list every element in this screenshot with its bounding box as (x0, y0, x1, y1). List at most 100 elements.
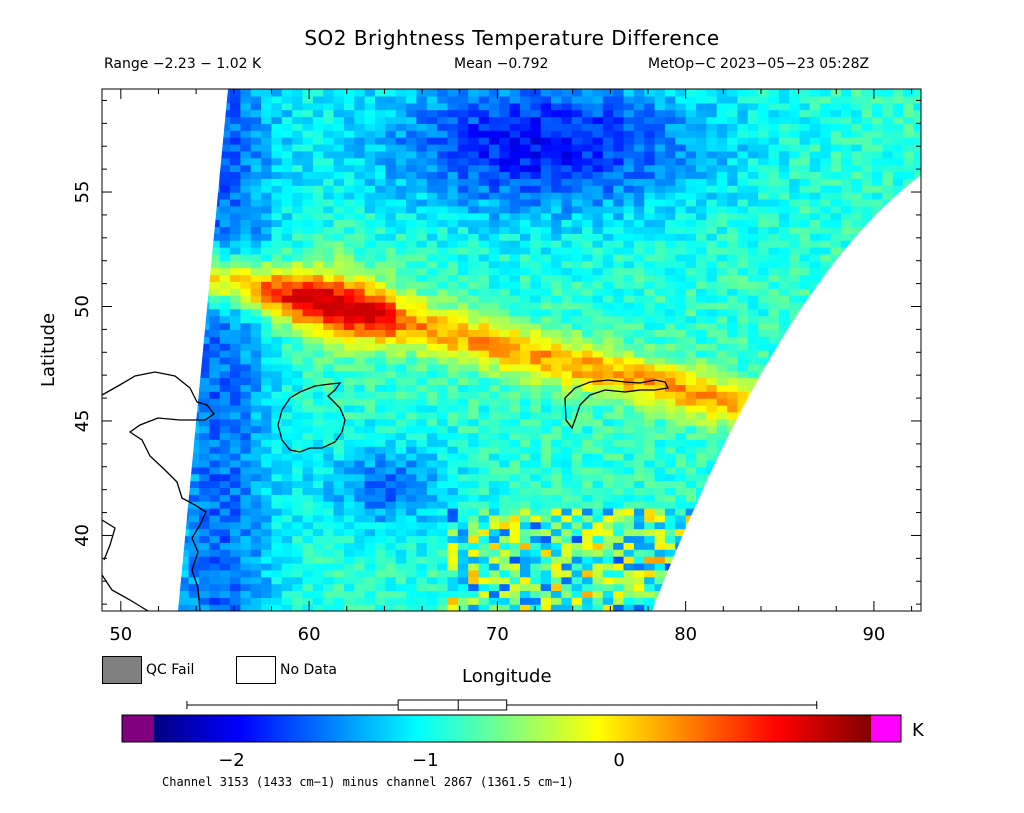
heatmap-cell (488, 556, 500, 564)
heatmap-cell (457, 494, 469, 502)
heatmap-cell (768, 535, 780, 543)
heatmap-cell (799, 295, 811, 303)
heatmap-cell (188, 226, 200, 234)
heatmap-cell (644, 288, 656, 296)
heatmap-cell (799, 583, 811, 591)
heatmap-cell (437, 480, 449, 488)
heatmap-cell (613, 219, 625, 227)
heatmap-cell (530, 418, 542, 427)
heatmap-cell (447, 192, 459, 200)
heatmap-cell (406, 556, 418, 564)
heatmap-cell (457, 219, 469, 227)
heatmap-cell (758, 205, 770, 214)
heatmap-cell (188, 185, 200, 193)
heatmap-cell (302, 240, 314, 248)
heatmap-cell (437, 466, 449, 475)
heatmap-cell (747, 528, 759, 537)
heatmap-cell (520, 604, 531, 611)
heatmap-cell (520, 308, 531, 317)
heatmap-cell (312, 487, 324, 495)
heatmap-cell (333, 521, 345, 530)
heatmap-cell (188, 370, 200, 379)
heatmap-cell (457, 384, 469, 392)
heatmap-cell (592, 569, 604, 578)
heatmap-cell (789, 205, 801, 214)
heatmap-cell (623, 466, 635, 475)
heatmap-cell (178, 253, 190, 262)
heatmap-cell (447, 549, 459, 557)
heatmap-cell (789, 356, 801, 365)
heatmap-cell (178, 143, 190, 152)
heatmap-cell (375, 439, 386, 447)
heatmap-cell (261, 404, 273, 413)
heatmap-cell (178, 453, 179, 461)
heatmap-cell (530, 233, 542, 241)
heatmap-cell (530, 301, 542, 310)
heatmap-cell (281, 446, 293, 454)
heatmap-cell (706, 459, 718, 468)
heatmap-cell (592, 439, 604, 447)
heatmap-cell (830, 260, 842, 269)
heatmap-cell (768, 391, 780, 399)
heatmap-cell (292, 439, 304, 447)
heatmap-cell (799, 535, 811, 543)
heatmap-cell (841, 281, 852, 289)
heatmap-cell (872, 322, 883, 330)
heatmap-cell (861, 453, 873, 461)
heatmap-cell (685, 164, 697, 173)
heatmap-cell (654, 178, 666, 186)
heatmap-cell (747, 260, 759, 269)
heatmap-cell (903, 178, 915, 186)
heatmap-cell (592, 562, 604, 571)
heatmap-cell (768, 150, 780, 159)
heatmap-cell (561, 219, 573, 227)
heatmap-cell (664, 363, 676, 372)
heatmap-cell (457, 411, 469, 420)
heatmap-cell (354, 336, 366, 344)
heatmap-cell (219, 439, 231, 447)
heatmap-cell (644, 205, 656, 214)
heatmap-cell (799, 226, 811, 234)
heatmap-cell (882, 556, 894, 564)
heatmap-cell (395, 315, 407, 324)
heatmap-cell (841, 487, 852, 495)
heatmap-cell (727, 212, 739, 221)
heatmap-cell (178, 233, 190, 241)
heatmap-cell (872, 212, 883, 221)
heatmap-cell (375, 446, 386, 454)
heatmap-cell (230, 343, 241, 351)
heatmap-cell (602, 411, 614, 420)
heatmap-cell (509, 178, 521, 186)
heatmap-cell (582, 398, 594, 406)
heatmap-cell (768, 198, 780, 207)
heatmap-cell (478, 480, 490, 488)
heatmap-cell (737, 143, 749, 152)
heatmap-cell (406, 384, 418, 392)
heatmap-cell (261, 514, 273, 523)
heatmap-cell (861, 212, 873, 221)
heatmap-cell (789, 363, 801, 372)
heatmap-cell (343, 466, 355, 475)
heatmap-cell (457, 453, 469, 461)
heatmap-cell (250, 281, 262, 289)
heatmap-cell (758, 370, 770, 379)
heatmap-cell (789, 281, 801, 289)
heatmap-cell (488, 514, 500, 523)
heatmap-cell (209, 473, 221, 482)
heatmap-cell (178, 404, 190, 413)
heatmap-cell (437, 542, 449, 550)
heatmap-cell (737, 343, 749, 351)
heatmap-cell (664, 329, 676, 337)
heatmap-cell (830, 446, 842, 454)
heatmap-cell (240, 487, 252, 495)
heatmap-cell (540, 473, 552, 482)
heatmap-cell (861, 288, 873, 296)
heatmap-cell (178, 398, 190, 406)
heatmap-cell (706, 384, 718, 392)
heatmap-cell (633, 542, 645, 550)
heatmap-cell (178, 535, 179, 543)
heatmap-cell (696, 336, 707, 344)
heatmap-cell (696, 466, 707, 475)
heatmap-cell (892, 521, 904, 530)
heatmap-cell (333, 370, 345, 379)
